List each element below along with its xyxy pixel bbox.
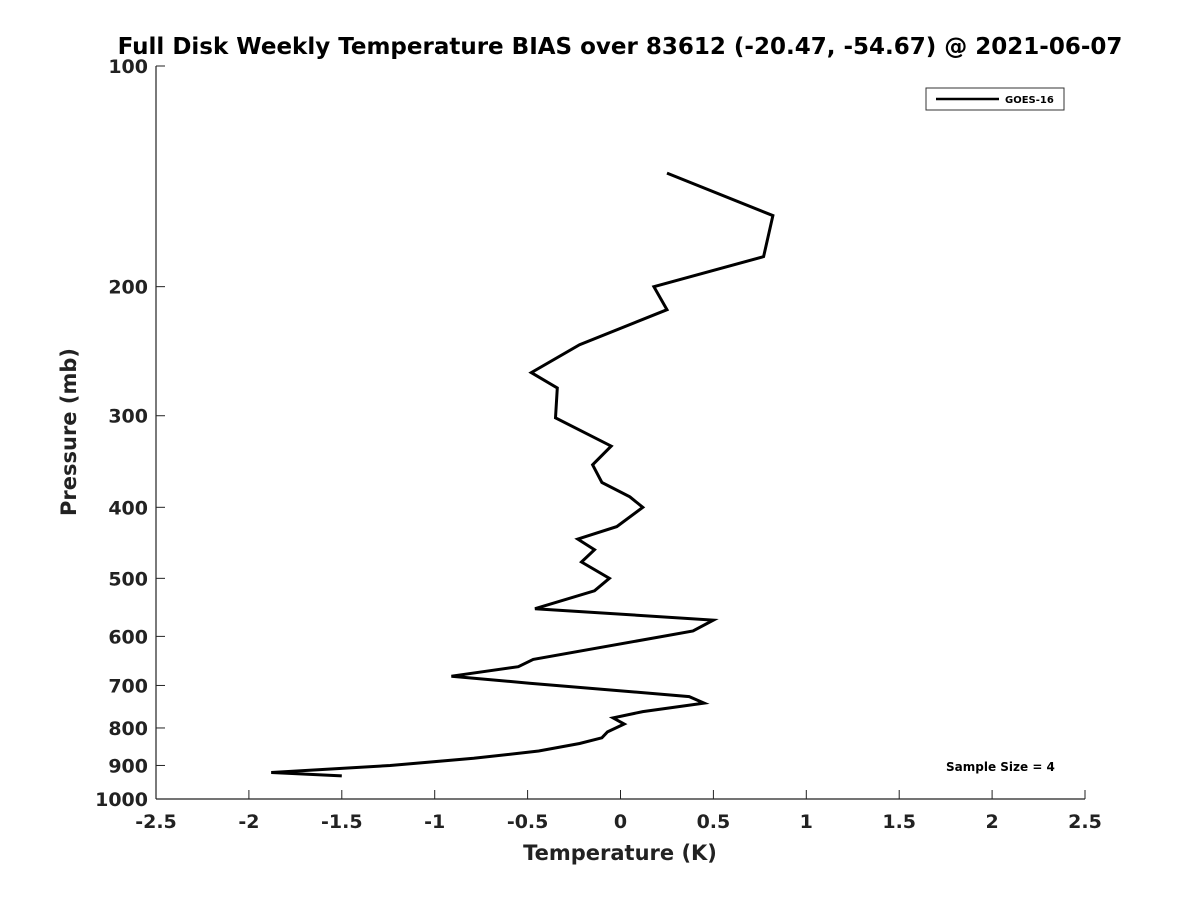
x-tick-label: -2 [238, 811, 259, 833]
x-tick-label: -2.5 [135, 811, 177, 833]
legend-label: GOES-16 [1005, 95, 1054, 106]
x-tick-label: -0.5 [507, 811, 549, 833]
y-ticks: 100 200 300 400 500 600 700 800 900 1000 [95, 56, 165, 811]
y-tick-label: 500 [108, 568, 148, 590]
x-tick-label: 1.5 [882, 811, 916, 833]
x-ticks: -2.5 -2 -1.5 -1 -0.5 0 0.5 1 1.5 2 2.5 [135, 790, 1102, 833]
x-tick-label: -1 [424, 811, 445, 833]
x-tick-label: 0.5 [697, 811, 731, 833]
y-tick-label: 300 [108, 406, 148, 428]
y-tick-label: 1000 [95, 789, 148, 811]
y-tick-label: 400 [108, 497, 148, 519]
x-tick-label: 2.5 [1068, 811, 1102, 833]
x-tick-label: 1 [800, 811, 813, 833]
y-axis-label: Pressure (mb) [57, 348, 81, 516]
y-tick-label: 800 [108, 718, 148, 740]
sample-size-annotation: Sample Size = 4 [946, 760, 1055, 774]
plot-frame [156, 66, 1085, 799]
x-tick-label: -1.5 [321, 811, 363, 833]
chart-title: Full Disk Weekly Temperature BIAS over 8… [118, 34, 1123, 60]
y-tick-label: 200 [108, 277, 148, 299]
series-line-goes-16 [271, 171, 775, 778]
plot-area [155, 66, 1085, 800]
x-tick-label: 0 [614, 811, 627, 833]
y-tick-label: 100 [108, 56, 148, 78]
y-tick-label: 600 [108, 626, 148, 648]
legend: GOES-16 [925, 87, 1065, 111]
series-layer [271, 171, 775, 778]
y-tick-label: 700 [108, 675, 148, 697]
x-axis-label: Temperature (K) [523, 841, 717, 865]
x-tick-label: 2 [985, 811, 998, 833]
y-tick-label: 900 [108, 755, 148, 777]
